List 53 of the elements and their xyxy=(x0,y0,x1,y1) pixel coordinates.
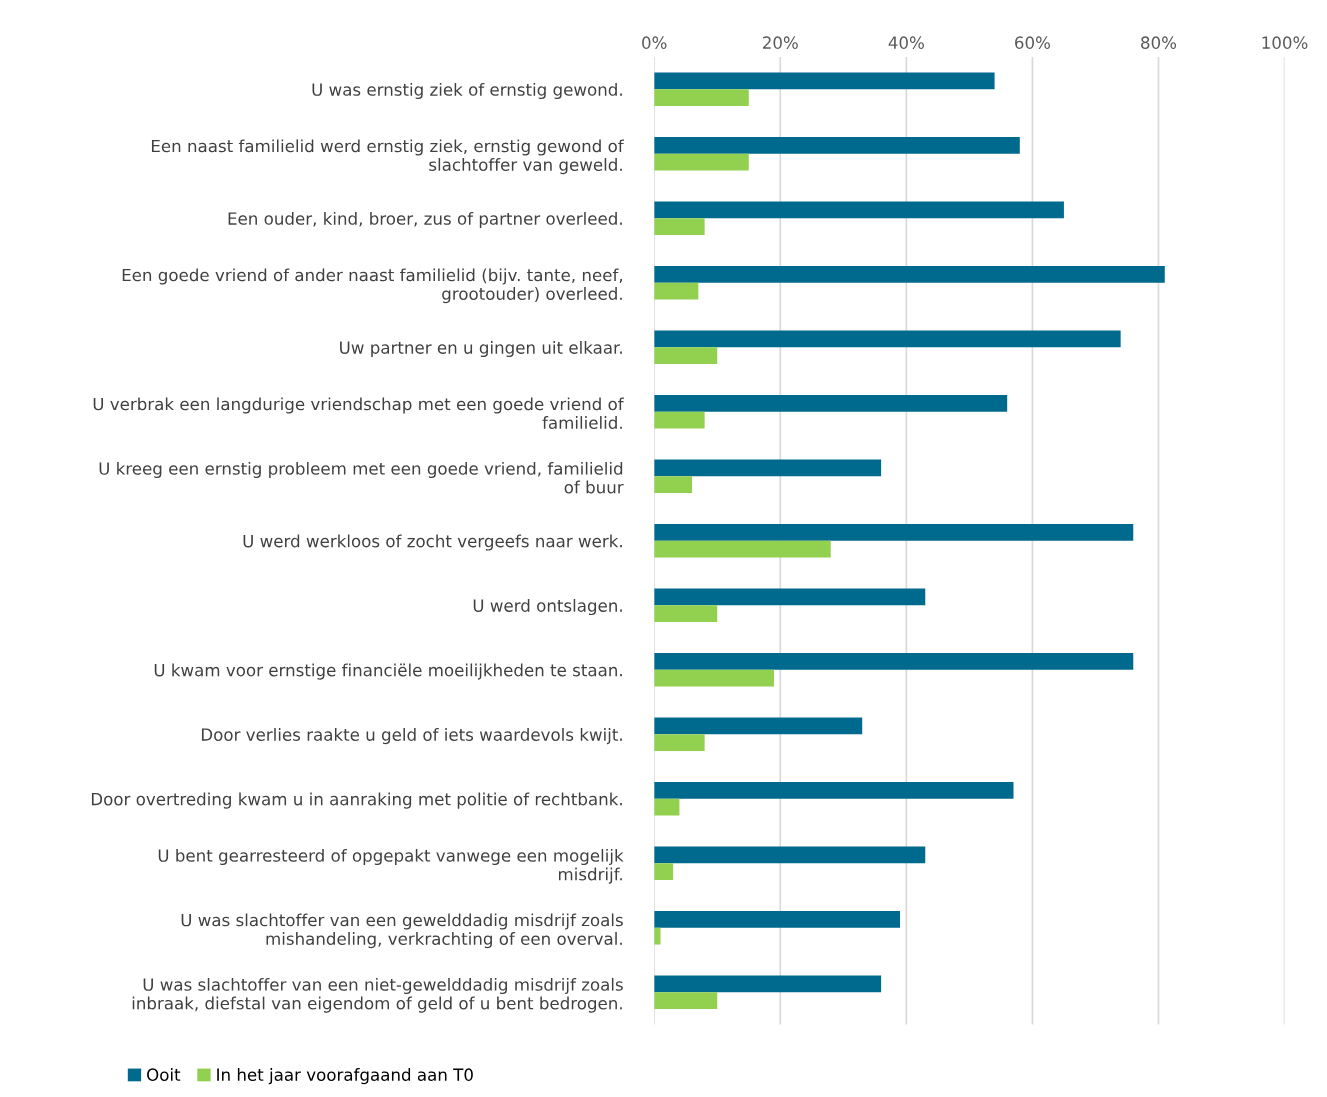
legend-label: In het jaar voorafgaand aan T0 xyxy=(217,1068,473,1085)
y-tick-label: Door verlies raakte u geld of iets waardevols kwijt. xyxy=(201,728,622,745)
y-tick-label: Een naast familielid werd ernstig ziek, ernstig gewond of slachtoffer van geweld. xyxy=(151,139,624,175)
bar xyxy=(654,330,1121,348)
bar xyxy=(654,524,1134,541)
y-tick-label: Door overtreding kwam u in aanraking met politie of rechtbank. xyxy=(91,792,622,809)
y-tick-label: Een goede vriend of ander naast familielid (bijv. tante, neef, grootouder) overleed. xyxy=(122,268,623,304)
bar xyxy=(654,992,718,1010)
bar xyxy=(654,137,1020,154)
bar xyxy=(654,266,1165,283)
bar xyxy=(654,927,661,945)
x-tick-label: 60% xyxy=(1015,36,1051,49)
y-tick-label: U was ernstig ziek of ernstig gewond. xyxy=(312,82,622,100)
bar xyxy=(654,347,718,365)
x-tick-label: 40% xyxy=(888,36,924,49)
bar xyxy=(654,863,674,881)
y-tick-label: U werd werkloos of zocht vergeefs naar werk. xyxy=(243,534,622,551)
x-tick-label: 0% xyxy=(642,36,667,49)
y-tick-label: Uw partner en u gingen uit elkaar. xyxy=(340,340,622,358)
bar xyxy=(654,411,705,429)
x-tick-label: 100% xyxy=(1262,36,1308,49)
y-tick-label: U was slachtoffer van een gewelddadig misdrijf zoals mishandeling, verkrachting of een overval. xyxy=(181,913,623,949)
legend-label: Ooit xyxy=(147,1068,181,1081)
bar xyxy=(654,653,1134,670)
bar xyxy=(654,669,774,687)
y-tick-label: Een ouder, kind, broer, zus of partner overleed. xyxy=(228,211,622,229)
bar xyxy=(654,282,699,300)
y-tick-label: U kwam voor ernstige financiële moeilijkheden te staan. xyxy=(154,663,622,680)
bar xyxy=(654,846,926,864)
bar xyxy=(654,975,882,993)
y-tick-label: U bent gearresteerd of opgepakt vanwege een mogelijk misdrijf. xyxy=(158,848,624,884)
bar xyxy=(654,395,1008,412)
bar xyxy=(654,218,705,236)
y-tick-label: U verbrak een langdurige vriendschap met een goede vriend of familielid. xyxy=(93,397,624,429)
y-tick-label: U was slachtoffer van een niet-gewelddadig misdrijf zoals inbraak, diefstal van eigendom of geld of u bent bedrogen. xyxy=(132,977,623,1013)
bar xyxy=(654,798,680,816)
bar xyxy=(654,782,1014,799)
bar xyxy=(654,717,863,735)
bar xyxy=(654,153,749,171)
y-tick-label: U kreeg een ernstig probleem met een goede vriend, familielid of buur xyxy=(99,461,624,494)
bar xyxy=(654,734,705,752)
bar xyxy=(654,911,901,928)
bar xyxy=(654,540,831,558)
bar xyxy=(654,476,693,494)
x-tick-label: 80% xyxy=(1141,36,1177,49)
bar xyxy=(654,605,718,623)
bar xyxy=(654,201,1064,219)
bar xyxy=(654,459,882,477)
bar xyxy=(654,588,926,606)
bar xyxy=(654,72,995,90)
x-tick-label: 20% xyxy=(762,36,798,49)
bar xyxy=(654,89,749,107)
y-tick-label: U werd ontslagen. xyxy=(473,598,622,616)
